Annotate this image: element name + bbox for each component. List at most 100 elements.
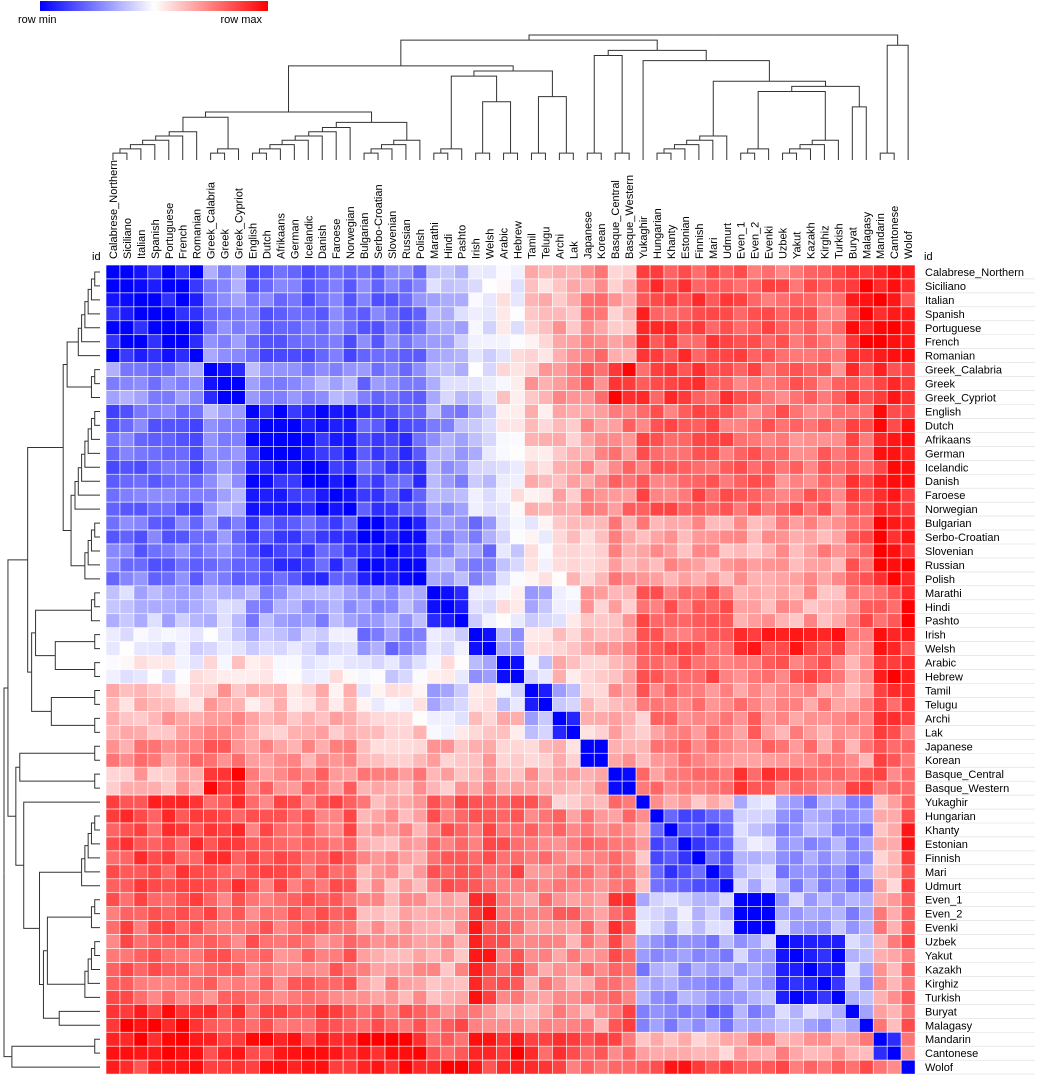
heatmap-cell [314,878,330,894]
heatmap-cell [705,920,721,935]
heatmap-cell [719,376,735,391]
heatmap-cell [538,459,553,475]
heatmap-cell [677,976,693,991]
heatmap-cell [733,934,748,949]
heatmap-cell [566,655,581,670]
heatmap-cell [789,655,804,670]
heatmap-cell [231,976,246,991]
heatmap-cell [300,683,316,698]
heatmap-cell [775,501,790,517]
heatmap-cell [858,697,874,712]
heatmap-cell [691,320,707,336]
heatmap-cell [858,892,874,907]
heatmap-cell [817,766,832,782]
row-label: Yakut [925,951,952,963]
heatmap-cell [161,906,177,921]
heatmap-cell [733,850,748,866]
heatmap-cell [621,390,637,405]
heatmap-cell [775,627,790,642]
heatmap-cell [133,794,149,810]
heatmap-cell [440,362,456,377]
heatmap-cell [342,543,358,559]
heatmap-cell [454,836,469,852]
heatmap-cell [273,334,288,349]
heatmap-cell [454,599,469,615]
heatmap-cell [566,571,581,587]
heatmap-cell [593,906,609,921]
heatmap-cell [384,738,400,754]
heatmap-cell [189,1045,204,1061]
heatmap-cell [217,697,232,712]
heatmap-cell [245,627,260,642]
heatmap-cell [356,906,372,921]
heatmap-cell [342,599,358,615]
heatmap-cell [733,487,748,503]
heatmap-cell [287,543,302,559]
heatmap-cell [733,613,748,628]
heatmap-cell [872,278,888,294]
heatmap-cell [886,306,902,322]
heatmap-cell [789,446,804,461]
heatmap-cell [649,906,665,921]
heatmap-cell [482,501,497,517]
heatmap-cell [579,487,595,503]
heatmap-cell [538,1059,553,1075]
heatmap-cell [454,766,469,782]
heatmap-cell [872,432,888,447]
heatmap-cell [189,878,204,894]
heatmap-cell [635,348,651,363]
heatmap-cell [496,752,511,768]
heatmap-cell [189,613,204,628]
heatmap-cell [356,264,372,280]
heatmap-cell [886,543,902,559]
heatmap-cell [300,1045,316,1061]
row-dendrogram-branch [90,417,95,429]
heatmap-cell [719,543,735,559]
heatmap-cell [538,962,553,977]
heatmap-cell [552,920,567,935]
heatmap-cell [300,850,316,866]
heatmap-cell [691,878,707,894]
heatmap-cell [789,822,804,838]
heatmap-cell [900,334,916,349]
heatmap-cell [579,557,595,573]
heatmap-cell [245,906,260,921]
heatmap-cell [566,362,581,377]
heatmap-cell [328,766,344,782]
heatmap-cell [593,780,609,796]
heatmap-cell [552,515,567,531]
heatmap-cell [845,934,860,949]
heatmap-cell [719,976,735,991]
heatmap-cell [175,822,190,838]
heatmap-cell [203,362,218,377]
heatmap-cell [231,697,246,712]
heatmap-cell [886,627,902,642]
heatmap-cell [803,850,818,866]
heatmap-cell [663,976,679,991]
heatmap-cell [133,976,149,991]
column-label: Estonian [680,216,692,259]
heatmap-cell [831,432,846,447]
heatmap-cell [775,1031,790,1047]
heatmap-cell [356,934,372,949]
heatmap-cell [886,501,902,517]
column-dendrogram-branch [440,152,449,160]
heatmap-cell [677,362,693,377]
heatmap-cell [579,599,595,615]
heatmap-cell [705,738,721,754]
heatmap-cell [161,655,177,670]
heatmap-cell [119,292,135,308]
heatmap-cell [607,599,623,615]
heatmap-cell [719,585,735,601]
heatmap-cell [691,390,707,405]
heatmap-cell [831,920,846,935]
heatmap-cell [566,306,581,322]
heatmap-cell [105,459,121,475]
heatmap-cell [621,962,637,977]
heatmap-cell [273,892,288,907]
column-dendrogram-branch [897,44,909,160]
heatmap-cell [496,990,511,1005]
heatmap-cell [412,641,428,656]
heatmap-cell [440,557,456,573]
row-dendrogram-branch [90,529,95,541]
